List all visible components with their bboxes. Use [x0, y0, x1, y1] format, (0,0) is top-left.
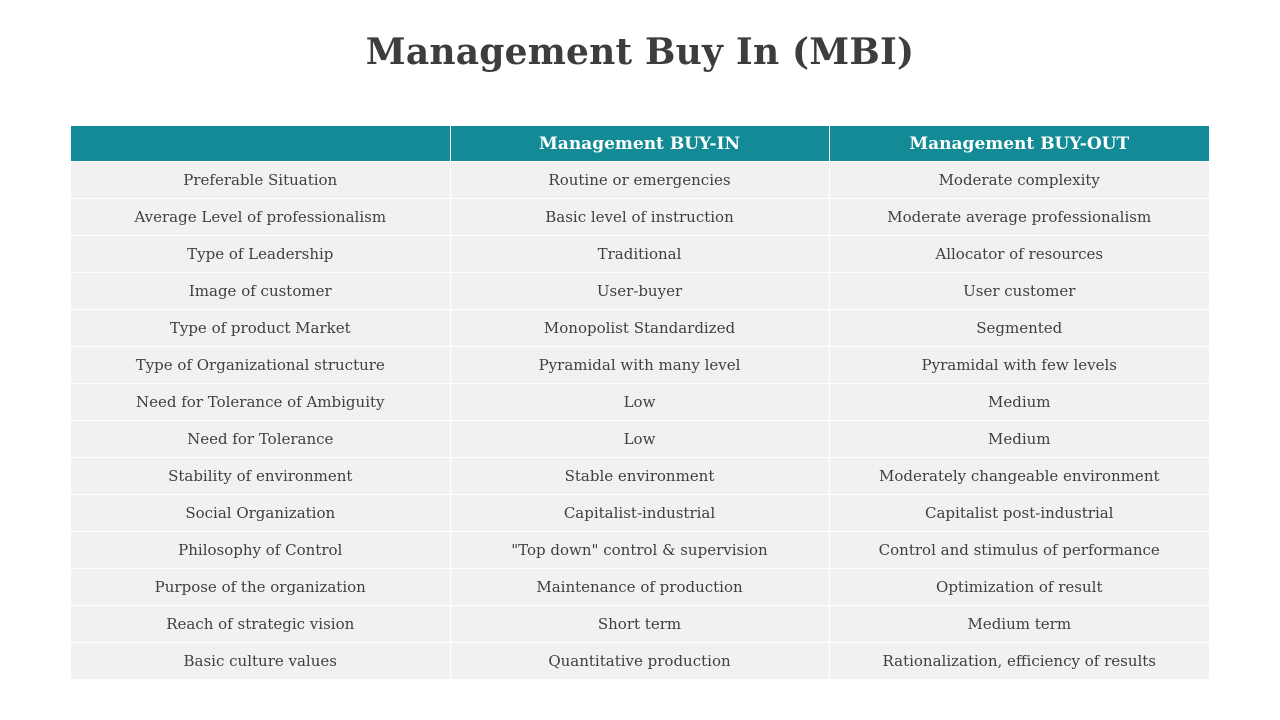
table-header: Management BUY-IN Management BUY-OUT	[71, 126, 1209, 162]
table-row: Type of product Market Monopolist Standar…	[71, 309, 1209, 347]
table-row: Need for Tolerance Low Medium	[71, 420, 1209, 458]
header-row: Management BUY-IN Management BUY-OUT	[71, 126, 1209, 162]
buy-in-cell: Short term	[449, 605, 829, 643]
buy-out-cell: Medium	[828, 383, 1209, 421]
buy-out-cell: Optimization of result	[828, 568, 1209, 606]
criteria-cell: Philosophy of Control	[71, 531, 450, 569]
table-row: Basic culture values Quantitative product…	[71, 642, 1209, 679]
table-row: Type of Leadership Traditional Allocator o…	[71, 235, 1209, 273]
criteria-cell: Image of customer	[71, 272, 450, 310]
buy-in-cell: User-buyer	[449, 272, 829, 310]
buy-in-cell: Basic level of instruction	[449, 198, 829, 236]
table-row: Philosophy of Control "Top down" control …	[71, 531, 1209, 569]
table-row: Preferable Situation Routine or emergenci…	[71, 161, 1209, 199]
comparison-table: Management BUY-IN Management BUY-OUT Pre…	[71, 126, 1209, 679]
buy-out-cell: Moderately changeable environment	[828, 457, 1209, 495]
buy-in-cell: Quantitative production	[449, 642, 829, 679]
criteria-cell: Type of Leadership	[71, 235, 450, 273]
buy-out-cell: Segmented	[828, 309, 1209, 347]
buy-in-cell: Low	[449, 383, 829, 421]
criteria-cell: Purpose of the organization	[71, 568, 450, 606]
comparison-table-container: Management BUY-IN Management BUY-OUT Pre…	[71, 126, 1209, 679]
table-row: Purpose of the organization Maintenance o…	[71, 568, 1209, 606]
table-body: Preferable Situation Routine or emergenci…	[71, 161, 1209, 679]
buy-out-cell: User customer	[828, 272, 1209, 310]
buy-in-cell: Pyramidal with many level	[449, 346, 829, 384]
buy-out-cell: Medium term	[828, 605, 1209, 643]
criteria-cell: Average Level of professionalism	[71, 198, 450, 236]
buy-in-cell: Traditional	[449, 235, 829, 273]
buy-in-cell: Routine or emergencies	[449, 161, 829, 199]
header-cell-buy-out: Management BUY-OUT	[828, 126, 1209, 162]
criteria-cell: Social Organization	[71, 494, 450, 532]
table-row: Reach of strategic vision Short term Mediu…	[71, 605, 1209, 643]
table-row: Type of Organizational structure Pyramida…	[71, 346, 1209, 384]
buy-out-cell: Pyramidal with few levels	[828, 346, 1209, 384]
header-cell-criteria	[71, 126, 450, 162]
buy-in-cell: Stable environment	[449, 457, 829, 495]
header-cell-buy-in: Management BUY-IN	[449, 126, 829, 162]
buy-out-cell: Moderate average professionalism	[828, 198, 1209, 236]
page-title: Management Buy In (MBI)	[365, 31, 915, 73]
buy-out-cell: Control and stimulus of performance	[828, 531, 1209, 569]
criteria-cell: Preferable Situation	[71, 161, 450, 199]
table-row: Image of customer User-buyer User customer	[71, 272, 1209, 310]
buy-in-cell: Low	[449, 420, 829, 458]
buy-out-cell: Moderate complexity	[828, 161, 1209, 199]
criteria-cell: Reach of strategic vision	[71, 605, 450, 643]
criteria-cell: Need for Tolerance of Ambiguity	[71, 383, 450, 421]
criteria-cell: Type of Organizational structure	[71, 346, 450, 384]
criteria-cell: Stability of environment	[71, 457, 450, 495]
table-row: Need for Tolerance of Ambiguity Low Medium	[71, 383, 1209, 421]
buy-in-cell: Maintenance of production	[449, 568, 829, 606]
buy-in-cell: "Top down" control & supervision	[449, 531, 829, 569]
table-row: Stability of environment Stable environme…	[71, 457, 1209, 495]
buy-in-cell: Capitalist-industrial	[449, 494, 829, 532]
criteria-cell: Type of product Market	[71, 309, 450, 347]
buy-out-cell: Medium	[828, 420, 1209, 458]
buy-out-cell: Capitalist post-industrial	[828, 494, 1209, 532]
table-row: Social Organization Capitalist-industrial…	[71, 494, 1209, 532]
criteria-cell: Need for Tolerance	[71, 420, 450, 458]
table-row: Average Level of professionalism Basic le…	[71, 198, 1209, 236]
buy-out-cell: Rationalization, efficiency of results	[828, 642, 1209, 679]
buy-in-cell: Monopolist Standardized	[449, 309, 829, 347]
buy-out-cell: Allocator of resources	[828, 235, 1209, 273]
criteria-cell: Basic culture values	[71, 642, 450, 679]
